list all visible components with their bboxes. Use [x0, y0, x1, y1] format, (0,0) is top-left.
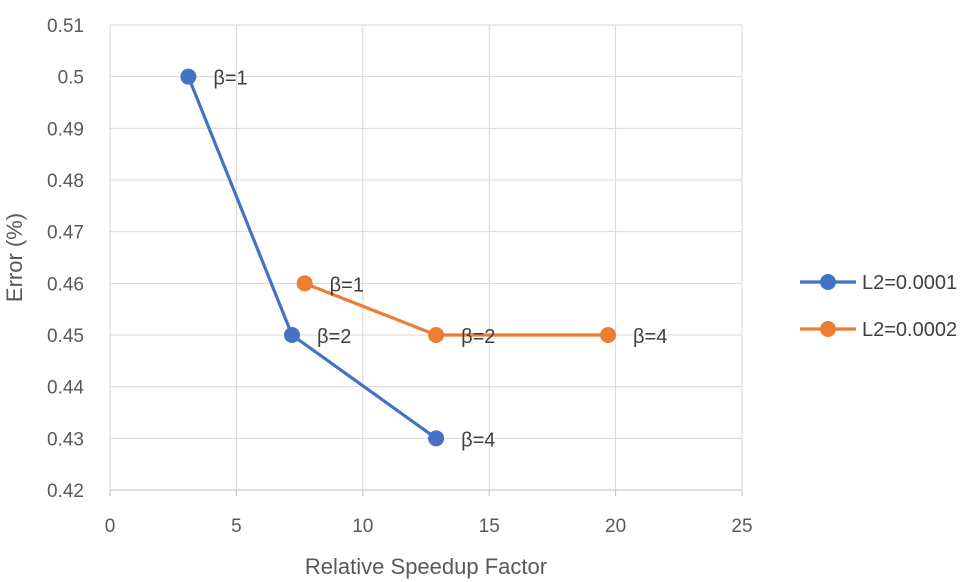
data-point [428, 327, 445, 343]
data-label: β=4 [633, 326, 667, 348]
series-line [186, 76, 438, 440]
legend: L2=0.0001 L2=0.0002 [800, 272, 957, 341]
x-axis-title: Relative Speedup Factor [305, 554, 547, 579]
y-tick-label: 0.48 [47, 171, 84, 192]
data-point [600, 327, 617, 343]
x-tick-label: 20 [605, 516, 626, 537]
x-tick-label: 10 [352, 516, 373, 537]
y-tick-label: 0.46 [47, 274, 84, 295]
x-tick-label: 0 [105, 516, 116, 537]
y-axis-title: Error (%) [2, 213, 27, 302]
y-tick-label: 0.47 [47, 223, 84, 244]
data-point [180, 68, 197, 85]
y-tick-label: 0.49 [47, 119, 84, 140]
y-tick-label: 0.42 [47, 481, 84, 502]
data-label: β=1 [330, 274, 364, 296]
data-label: β=1 [213, 68, 247, 90]
y-tick-label: 0.44 [47, 378, 84, 399]
data-label: β=2 [317, 326, 351, 348]
y-axis-ticks: 0.42 0.43 0.44 0.45 0.46 0.47 0.48 0.49 0.5 0.51 [47, 16, 84, 502]
y-tick-label: 0.45 [47, 326, 84, 347]
series-L2=0.0002: β=1 β=2 β=4 [296, 274, 667, 348]
legend-marker [820, 321, 836, 337]
legend-label: L2=0.0001 [862, 272, 957, 294]
gridlines [109, 24, 743, 496]
legend-marker [820, 274, 836, 290]
legend-entry: L2=0.0001 [800, 272, 957, 294]
series-L2=0.0001: β=1 β=2 β=4 [180, 68, 495, 451]
data-point [284, 327, 301, 343]
data-point [428, 430, 445, 447]
legend-entry: L2=0.0002 [800, 319, 957, 341]
data-label: β=4 [461, 429, 495, 451]
y-tick-label: 0.43 [47, 429, 84, 450]
y-tick-label: 0.51 [47, 16, 84, 37]
data-series: β=1 β=2 β=4 β=1 β=2 β=4 [180, 68, 667, 451]
x-axis-ticks: 0 5 10 15 20 25 [105, 516, 753, 537]
x-tick-label: 15 [479, 516, 500, 537]
data-label: β=2 [461, 326, 495, 348]
data-point [296, 275, 313, 292]
y-tick-label: 0.5 [58, 68, 84, 89]
x-tick-label: 25 [731, 516, 752, 537]
legend-label: L2=0.0002 [862, 319, 957, 341]
x-tick-label: 5 [231, 516, 242, 537]
